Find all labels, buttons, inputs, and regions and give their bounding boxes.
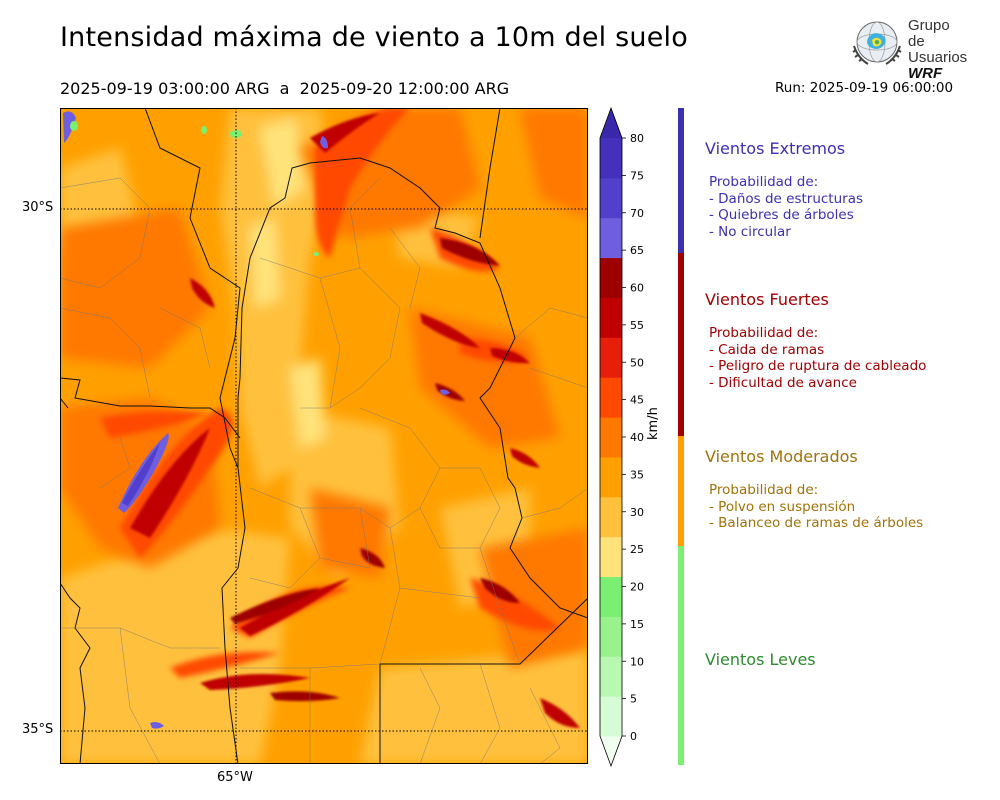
globe-logo-icon — [852, 21, 902, 65]
category-strong-title: Vientos Fuertes — [705, 290, 829, 309]
colorbar-segment — [600, 536, 622, 578]
department-borders — [60, 177, 588, 764]
colorbar-segment — [600, 456, 622, 498]
run-timestamp: Run: 2025-09-19 06:00:00 — [775, 80, 954, 96]
colorbar-segment — [600, 177, 622, 219]
category-strong-line: - Dificultad de avance — [709, 374, 857, 391]
period-start: 2025-09-19 03:00:00 ARG — [60, 79, 270, 98]
colorbar-segment — [600, 496, 622, 538]
category-extreme-title: Vientos Extremos — [705, 139, 846, 158]
colorbar-tick-label: 15 — [630, 618, 644, 631]
wind-streaks — [130, 113, 580, 728]
wind-zones-extreme — [63, 111, 450, 729]
colorbar-tick-label: 25 — [630, 543, 644, 556]
category-light: Vientos Leves — [705, 650, 816, 685]
colorbar-tick-label: 20 — [630, 581, 644, 594]
logo-line-3: WRF — [908, 65, 943, 82]
colorbar-segment — [600, 656, 622, 697]
graticule — [60, 108, 588, 764]
category-extreme-line: - No circular — [709, 223, 791, 240]
colorbar-segment — [600, 616, 622, 657]
map-frame — [60, 108, 588, 764]
lat-label-35s: 35°S — [22, 722, 54, 737]
legend-bar-light — [678, 546, 684, 765]
category-light-title: Vientos Leves — [705, 650, 816, 669]
legend-bar-extreme — [678, 108, 684, 253]
period-separator: a — [279, 79, 290, 98]
colorbar-tick-label: 45 — [630, 394, 644, 407]
category-moderate-title: Vientos Moderados — [705, 447, 858, 466]
colorbar-segment — [600, 217, 622, 259]
category-strong-line: - Peligro de ruptura de cableado — [709, 358, 927, 374]
category-strong: Vientos Fuertes Probabilidad de: - Caida… — [705, 290, 926, 391]
colorbar-segments — [600, 108, 622, 766]
colorbar-tick-label: 5 — [630, 693, 637, 706]
colorbar-outline — [599, 106, 623, 768]
category-moderate-line: - Balanceo de ramas de árboles — [709, 515, 924, 531]
colorbar-tick-label: 80 — [630, 132, 644, 145]
colorbar-segment — [600, 576, 622, 617]
colorbar-tick-label: 55 — [630, 319, 644, 332]
period-end: 2025-09-20 12:00:00 ARG — [299, 79, 510, 98]
colorbar-tick-label: 0 — [630, 730, 637, 743]
colorbar-tick-label: 75 — [630, 169, 644, 182]
legend-bar-moderate — [678, 436, 684, 546]
colorbar-segment — [600, 377, 622, 418]
colorbar-extend-high — [600, 108, 622, 138]
category-moderate-line: Probabilidad de: — [709, 482, 819, 498]
category-extreme-line: - Daños de estructuras — [709, 190, 864, 207]
colorbar-tick-label: 70 — [630, 207, 644, 220]
category-extreme: Vientos Extremos Probabilidad de: - Daño… — [705, 139, 863, 240]
wind-map — [60, 108, 588, 764]
colorbar-tick-label: 30 — [630, 506, 644, 519]
colorbar-tick-label: 40 — [630, 431, 644, 444]
colorbar-segment — [600, 337, 622, 378]
logo-line-2: Usuarios — [908, 49, 968, 66]
colorbar-segment — [600, 138, 622, 179]
colorbar-tick-label: 50 — [630, 356, 644, 369]
forecast-period: 2025-09-19 03:00:00 ARG a 2025-09-20 12:… — [60, 79, 509, 98]
wind-zones-light — [70, 121, 319, 256]
colorbar-tick-label: 10 — [630, 655, 644, 668]
category-moderate-line: - Polvo en suspensión — [709, 498, 856, 515]
colorbar-segment — [600, 696, 622, 737]
wrf-users-logo: Grupo de Usuarios WRF — [848, 16, 970, 82]
logo-line-1: Grupo de — [908, 17, 950, 50]
lat-label-30s: 30°S — [22, 200, 54, 215]
map-title: Intensidad máxima de viento a 10m del su… — [60, 22, 688, 53]
colorbar: 0 5 10 15 20 25 30 35 40 45 50 55 60 65 70 75 80 — [599, 106, 644, 768]
colorbar-segment — [600, 417, 622, 458]
category-extreme-line: Probabilidad de: — [709, 174, 819, 190]
colorbar-extend-low — [600, 736, 622, 766]
colorbar-tick-label: 35 — [630, 468, 644, 481]
colorbar-ticks: 0 5 10 15 20 25 30 35 40 45 50 55 60 65 70 75 80 — [622, 132, 644, 743]
colorbar-unit: km/h — [646, 407, 661, 440]
legend-bar-strong — [678, 253, 684, 436]
colorbar-tick-label: 65 — [630, 244, 644, 257]
logo-text: Grupo de Usuarios WRF — [908, 18, 970, 82]
province-borders — [60, 108, 588, 764]
colorbar-segment — [600, 297, 622, 338]
category-extreme-line: - Quiebres de árboles — [709, 207, 854, 223]
colorbar-tick-label: 60 — [630, 282, 644, 295]
category-strong-line: Probabilidad de: — [709, 325, 819, 341]
lon-label-65w: 65°W — [217, 770, 253, 785]
category-strong-line: - Caida de ramas — [709, 341, 825, 358]
colorbar-segment — [600, 257, 622, 298]
category-moderate: Vientos Moderados Probabilidad de: - Pol… — [705, 447, 923, 532]
